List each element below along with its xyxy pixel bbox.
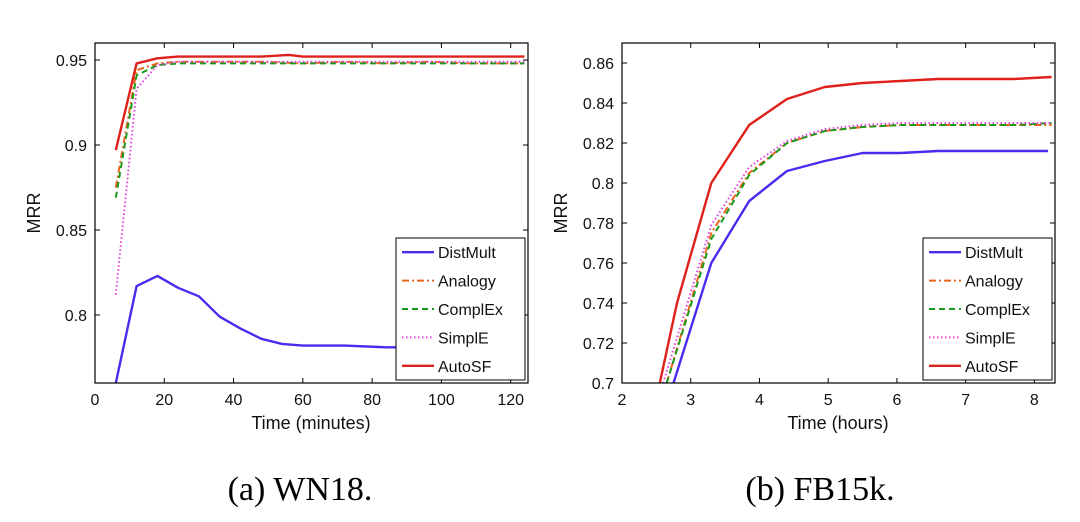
caption-a: (a) WN18. bbox=[228, 471, 373, 508]
y-tick-label: 0.85 bbox=[56, 223, 87, 240]
series-line-complex bbox=[114, 62, 525, 198]
y-tick-label: 0.95 bbox=[56, 53, 87, 70]
y-tick-label: 0.84 bbox=[583, 96, 614, 113]
series-line-autosf bbox=[658, 75, 1052, 383]
series-line-simple bbox=[662, 122, 1052, 383]
x-tick-label: 80 bbox=[363, 392, 381, 409]
legend-label: SimplE bbox=[438, 330, 489, 347]
x-tick-label: 4 bbox=[755, 392, 764, 409]
x-axis-label: Time (hours) bbox=[787, 413, 888, 433]
x-tick-label: 0 bbox=[91, 392, 100, 409]
legend-label: DistMult bbox=[438, 245, 496, 262]
y-tick-label: 0.86 bbox=[583, 56, 614, 73]
legend-label: AutoSF bbox=[438, 359, 492, 376]
y-tick-label: 0.74 bbox=[583, 296, 614, 313]
x-tick-label: 100 bbox=[428, 392, 455, 409]
y-axis-label: MRR bbox=[551, 193, 571, 234]
plot-frame bbox=[621, 42, 1056, 384]
y-tick-label: 0.82 bbox=[583, 136, 614, 153]
y-tick-label: 0.9 bbox=[65, 138, 87, 155]
legend-label: SimplE bbox=[965, 330, 1016, 347]
x-tick-label: 40 bbox=[225, 392, 243, 409]
legend-label: Analogy bbox=[438, 274, 496, 291]
clip-region bbox=[658, 75, 1052, 383]
series-line-autosf bbox=[114, 53, 525, 151]
legend: DistMult Analogy ComplEx SimplE AutoSF bbox=[395, 237, 526, 381]
y-tick-label: 0.72 bbox=[583, 336, 614, 353]
x-tick-label: 6 bbox=[892, 392, 901, 409]
y-tick-label: 0.7 bbox=[592, 376, 614, 393]
caption-b: (b) FB15k. bbox=[745, 471, 894, 508]
x-axis-label: Time (minutes) bbox=[251, 413, 370, 433]
chart-fb15k: 2 3 4 5 6 7 8 0.7 0.72 0.74 0.76 0.78 0.8 0.82 0.84 0.8… bbox=[551, 42, 1056, 508]
plot-frame bbox=[94, 42, 529, 384]
x-tick-label: 60 bbox=[294, 392, 312, 409]
legend-label: ComplEx bbox=[965, 302, 1030, 319]
legend: DistMult Analogy ComplEx SimplE AutoSF bbox=[922, 237, 1053, 381]
y-axis-label: MRR bbox=[24, 193, 44, 234]
series-group bbox=[658, 75, 1052, 383]
series-line-distmult bbox=[672, 149, 1049, 383]
series-line-simple bbox=[114, 60, 525, 295]
tick-group: 2 3 4 5 6 7 8 0.7 0.72 0.74 0.76 0.78 0.8 0.82 0.84 0.8… bbox=[583, 43, 1055, 409]
x-tick-label: 20 bbox=[155, 392, 173, 409]
y-tick-label: 0.8 bbox=[65, 308, 87, 325]
y-tick-label: 0.8 bbox=[592, 176, 614, 193]
x-tick-label: 7 bbox=[961, 392, 970, 409]
x-tick-label: 3 bbox=[686, 392, 695, 409]
y-tick-label: 0.76 bbox=[583, 256, 614, 273]
x-tick-label: 8 bbox=[1030, 392, 1039, 409]
x-tick-label: 2 bbox=[618, 392, 627, 409]
legend-label: Analogy bbox=[965, 274, 1023, 291]
tick-group: 0 20 40 60 80 100 120 0.8 0.85 0.9 0.95 bbox=[56, 43, 528, 409]
x-tick-label: 120 bbox=[497, 392, 524, 409]
legend-label: AutoSF bbox=[965, 359, 1019, 376]
legend-label: DistMult bbox=[965, 245, 1023, 262]
x-tick-label: 5 bbox=[824, 392, 833, 409]
legend-label: ComplEx bbox=[438, 302, 503, 319]
series-line-complex bbox=[665, 122, 1052, 383]
y-tick-label: 0.78 bbox=[583, 216, 614, 233]
chart-wn18: 0 20 40 60 80 100 120 0.8 0.85 0.9 0.95 MRR Time (… bbox=[24, 42, 529, 508]
